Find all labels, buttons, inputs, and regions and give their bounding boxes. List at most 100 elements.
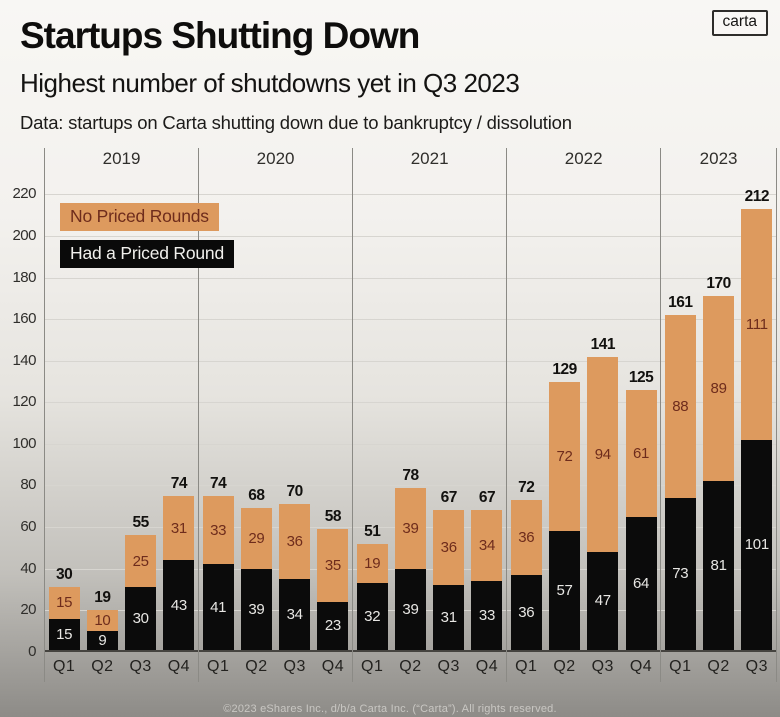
segment-value: 73 (672, 565, 689, 583)
quarter-label: Q4 (629, 657, 653, 675)
quarter-label: Q1 (669, 657, 692, 675)
quarter-label: Q2 (553, 657, 576, 675)
stacked-bar-2022-Q3: 141 94 47 (587, 336, 619, 650)
quarter-label: Q3 (437, 657, 460, 675)
legend-had-priced-round: Had a Priced Round (60, 239, 234, 268)
plot-area: 2019 30 15 15 19 10 9 55 25 30 74 31 43 Q1 Q2 Q3 Q4 2020 7… (44, 147, 777, 682)
segment-no-priced-rounds: 36 (279, 504, 311, 580)
segment-had-priced-round: 32 (356, 583, 388, 650)
stacked-bar-2020-Q2: 68 29 39 (240, 487, 272, 650)
gridline-180 (44, 277, 777, 279)
total-label: 72 (518, 479, 535, 497)
quarter-label: Q4 (475, 657, 499, 675)
segment-no-priced-rounds: 31 (163, 495, 195, 561)
segment-value: 36 (518, 603, 535, 621)
segment-value: 31 (440, 608, 457, 626)
segment-had-priced-round: 36 (510, 574, 542, 650)
total-label: 129 (552, 360, 577, 378)
segment-value: 111 (745, 315, 768, 333)
segment-had-priced-round: 41 (202, 564, 234, 650)
stacked-bar-2020-Q1: 74 33 41 (202, 474, 234, 650)
segment-no-priced-rounds: 36 (433, 510, 465, 586)
year-group-2020: 2020 74 33 41 68 29 39 70 36 34 58 35 23 Q1 Q2 Q3 Q4 (198, 147, 353, 682)
quarter-labels-row: Q1 Q2 Q3 Q4 (199, 652, 352, 682)
segment-value: 47 (594, 592, 611, 610)
quarter-label: Q2 (399, 657, 422, 675)
segment-no-priced-rounds: 35 (317, 529, 349, 602)
gridline-160 (44, 319, 777, 321)
stacked-bar-2020-Q4: 58 35 23 (317, 508, 349, 650)
y-tick-label: 20 (20, 601, 36, 619)
stacked-bar-2019-Q3: 55 25 30 (125, 514, 157, 650)
total-label: 212 (744, 188, 770, 206)
segment-value: 32 (364, 607, 381, 625)
quarter-label: Q3 (591, 657, 614, 675)
quarter-label: Q3 (745, 657, 769, 675)
quarter-labels-row: Q1 Q2 Q3 Q4 (45, 652, 198, 682)
total-label: 19 (94, 589, 111, 607)
year-label: 2022 (564, 148, 603, 168)
quarter-label: Q2 (245, 657, 268, 675)
total-label: 74 (210, 474, 227, 492)
segment-had-priced-round: 47 (587, 552, 619, 650)
year-group-2019: 2019 30 15 15 19 10 9 55 25 30 74 31 43 Q1 Q2 Q3 Q4 (44, 147, 199, 682)
segment-no-priced-rounds: 111 (741, 209, 773, 440)
total-label: 30 (56, 566, 73, 584)
quarter-label: Q1 (52, 657, 76, 675)
y-tick-label: 80 (20, 476, 36, 494)
segment-no-priced-rounds: 39 (394, 487, 426, 569)
quarter-label: Q4 (167, 657, 191, 675)
legend-no-priced-rounds: No Priced Rounds (60, 202, 219, 231)
segment-value: 10 (94, 612, 111, 630)
total-label: 68 (248, 487, 265, 505)
segment-had-priced-round: 39 (394, 568, 426, 650)
bars-row: 74 33 41 68 29 39 70 36 34 58 35 23 (199, 174, 353, 652)
segment-no-priced-rounds: 94 (587, 356, 619, 553)
total-label: 51 (364, 522, 381, 540)
total-label: 67 (478, 489, 496, 507)
segment-had-priced-round: 39 (240, 568, 272, 650)
segment-value: 9 (98, 631, 107, 649)
segment-value: 43 (170, 596, 187, 614)
year-label: 2023 (699, 148, 738, 168)
quarter-label: Q3 (283, 657, 306, 675)
bars-row: 161 88 73 170 89 81 212 111 101 (661, 174, 776, 652)
stacked-bar-2022-Q2: 129 72 57 (549, 360, 581, 650)
year-label: 2020 (256, 148, 295, 168)
segment-value: 101 (744, 536, 769, 554)
segment-value: 31 (170, 519, 187, 537)
segment-had-priced-round: 23 (317, 601, 349, 650)
segment-value: 36 (286, 533, 303, 551)
page-subtitle: Highest number of shutdowns yet in Q3 20… (20, 67, 520, 98)
total-label: 67 (440, 489, 458, 507)
segment-value: 39 (402, 519, 419, 537)
y-tick-label: 140 (12, 351, 36, 369)
total-label: 70 (286, 483, 304, 501)
year-label: 2019 (102, 148, 141, 168)
total-label: 55 (132, 514, 150, 532)
stacked-bar-2022-Q4: 125 61 64 (625, 369, 657, 650)
segment-no-priced-rounds: 36 (510, 500, 542, 575)
year-group-2021: 2021 51 19 32 78 39 39 67 36 31 67 34 33 Q1 Q2 Q3 Q4 (352, 147, 507, 682)
bars-row: 51 19 32 78 39 39 67 36 31 67 34 33 (353, 174, 507, 652)
chart: 0 20 40 60 80 100 120 140 160 180 200 220 2019 30 15 1… (0, 147, 780, 682)
gridline-220 (44, 194, 777, 196)
segment-had-priced-round: 33 (471, 581, 503, 650)
stacked-bar-2020-Q3: 70 36 34 (279, 483, 311, 650)
segment-value: 15 (56, 625, 73, 643)
quarter-labels-row: Q1 Q2 Q3 (661, 652, 776, 682)
quarter-label: Q3 (129, 657, 152, 675)
bars-row: 30 15 15 19 10 9 55 25 30 74 31 43 (45, 174, 199, 652)
segment-no-priced-rounds: 89 (703, 296, 735, 482)
data-source-note: Data: startups on Carta shutting down du… (20, 111, 572, 133)
segment-value: 29 (248, 530, 265, 547)
segment-value: 64 (632, 574, 650, 592)
total-label: 58 (324, 508, 342, 526)
y-tick-label: 180 (12, 268, 36, 286)
segment-had-priced-round: 31 (433, 585, 465, 650)
segment-no-priced-rounds: 10 (86, 610, 118, 631)
total-label: 74 (170, 474, 188, 492)
segment-no-priced-rounds: 34 (471, 510, 503, 582)
quarter-label: Q2 (707, 657, 730, 675)
